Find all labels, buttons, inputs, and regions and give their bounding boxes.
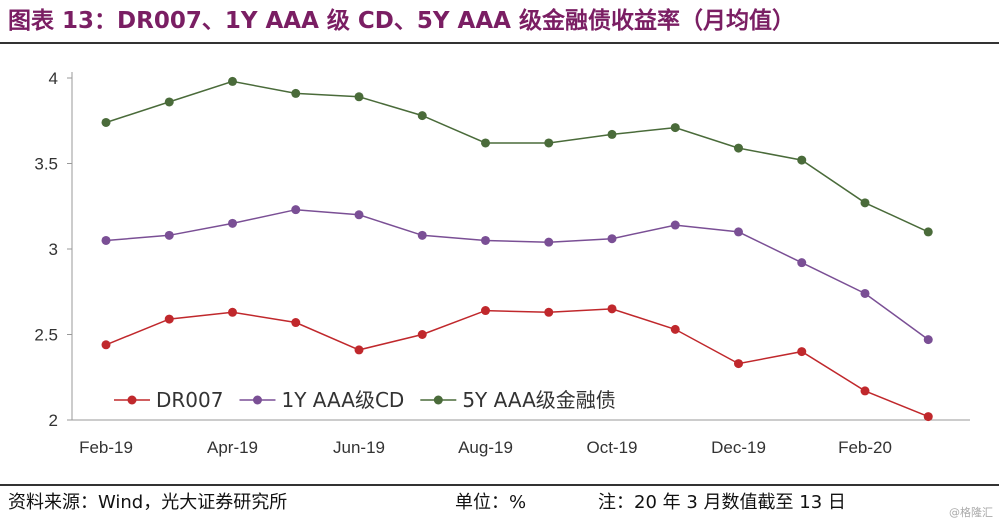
data-point — [417, 111, 427, 121]
chart-title: 图表 13：DR007、1Y AAA 级 CD、5Y AAA 级金融债收益率（月… — [8, 8, 795, 34]
x-tick-label: Aug-19 — [458, 438, 513, 457]
legend-label: 5Y AAA级金融债 — [462, 388, 615, 412]
data-point — [734, 143, 743, 153]
data-point — [354, 210, 364, 220]
data-point — [228, 76, 237, 86]
data-point — [101, 340, 111, 350]
source-note: 资料来源：Wind，光大证券研究所 — [8, 492, 288, 513]
y-tick-label: 3 — [49, 240, 58, 259]
data-point — [797, 155, 807, 165]
data-point — [291, 205, 301, 215]
data-point — [734, 359, 743, 369]
unit-note: 单位：% — [455, 492, 527, 513]
data-point — [670, 324, 680, 334]
legend-marker — [252, 395, 262, 405]
data-point — [607, 234, 617, 244]
data-point — [291, 318, 301, 328]
legend-marker — [433, 395, 443, 405]
data-point — [228, 218, 237, 228]
data-point — [860, 198, 870, 208]
x-tick-label: Dec-19 — [711, 438, 766, 457]
data-point — [860, 288, 870, 298]
y-tick-label: 2.5 — [34, 326, 58, 345]
series-line-1 — [105, 308, 929, 418]
y-tick-label: 4 — [49, 69, 58, 88]
data-point — [923, 412, 933, 422]
data-point — [734, 227, 743, 237]
chart-series — [101, 76, 933, 422]
data-point — [481, 235, 490, 245]
data-point — [101, 235, 111, 245]
series-line-3 — [105, 80, 929, 233]
data-point — [607, 129, 617, 139]
data-point — [164, 97, 174, 107]
bottom-divider — [0, 484, 999, 486]
top-divider — [0, 42, 999, 44]
legend-label: DR007 — [156, 388, 223, 412]
data-point — [417, 230, 427, 240]
chart-axes: 2 2.5 3 3.5 4 Feb-19 Apr-19 Jun-19 Aug-19 Oct-19 D… — [34, 69, 970, 457]
data-point — [923, 335, 933, 345]
data-point — [544, 307, 554, 317]
data-point — [354, 92, 364, 102]
x-tick-label: Feb-20 — [838, 438, 892, 457]
y-tick-label: 3.5 — [34, 155, 58, 174]
x-tick-label: Feb-19 — [79, 438, 133, 457]
data-point — [291, 88, 301, 98]
data-point — [670, 123, 680, 133]
data-point — [354, 345, 364, 355]
data-point — [164, 230, 174, 240]
data-point — [101, 117, 111, 127]
x-tick-label: Oct-19 — [586, 438, 637, 457]
data-point — [797, 258, 807, 268]
date-note: 注：20 年 3 月数值截至 13 日 — [598, 492, 846, 513]
legend-marker — [127, 395, 137, 405]
data-point — [481, 306, 490, 316]
x-tick-label: Jun-19 — [333, 438, 385, 457]
data-point — [923, 227, 933, 237]
data-point — [417, 330, 427, 339]
x-tick-label: Apr-19 — [207, 438, 258, 457]
data-point — [860, 386, 870, 396]
data-point — [164, 314, 174, 324]
data-point — [797, 347, 807, 357]
data-point — [481, 138, 490, 148]
data-point — [670, 220, 680, 230]
data-point — [544, 138, 554, 148]
series-line-2 — [105, 208, 929, 341]
data-point — [228, 307, 237, 317]
data-point — [544, 237, 554, 247]
chart-legend: DR007 1Y AAA级CD 5Y AAA级金融债 — [114, 388, 616, 412]
y-tick-label: 2 — [49, 411, 58, 430]
watermark-logo: @格隆汇 — [949, 506, 993, 519]
line-chart: 2 2.5 3 3.5 4 Feb-19 Apr-19 Jun-19 Aug-19 Oct-19 D… — [34, 69, 970, 457]
data-point — [607, 304, 617, 314]
legend-label: 1Y AAA级CD — [281, 388, 404, 412]
